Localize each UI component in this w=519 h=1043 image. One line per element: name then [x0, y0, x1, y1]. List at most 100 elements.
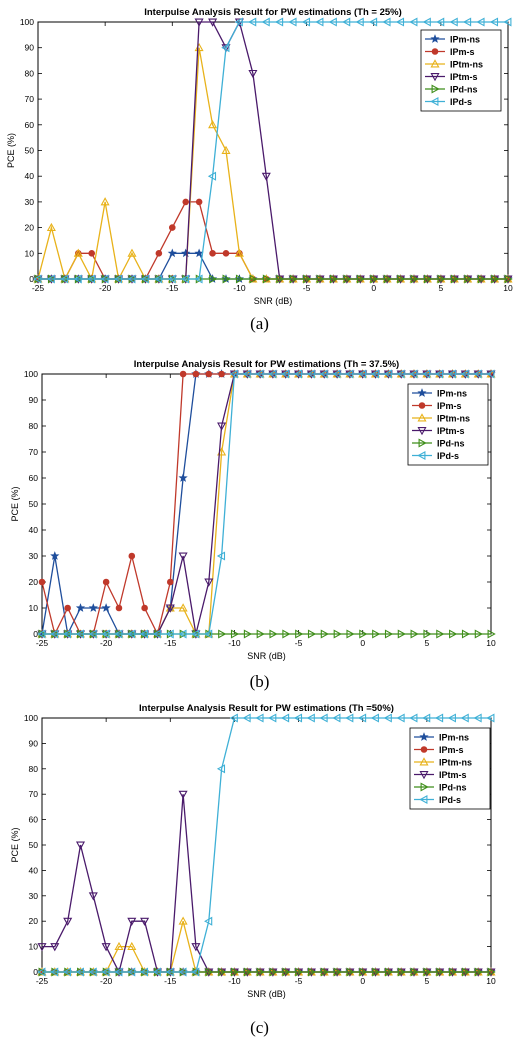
y-tick-label: 70 — [29, 789, 39, 799]
data-point — [230, 967, 240, 977]
data-point — [178, 967, 187, 977]
x-tick-label: 10 — [486, 976, 496, 986]
x-tick-label: 5 — [438, 283, 443, 293]
data-point — [384, 967, 394, 977]
x-tick-label: -25 — [36, 638, 49, 648]
x-tick-label: -15 — [164, 638, 177, 648]
data-point — [248, 69, 258, 79]
y-axis-label: PCE (%) — [10, 827, 20, 862]
data-point — [449, 17, 458, 27]
data-point — [101, 943, 111, 952]
data-point — [230, 629, 240, 639]
y-tick-label: 40 — [25, 171, 35, 181]
y-tick-label: 90 — [29, 395, 39, 405]
data-point — [303, 274, 312, 284]
x-tick-label: -5 — [295, 976, 303, 986]
data-point — [73, 274, 82, 284]
data-point — [460, 369, 469, 379]
y-tick-label: 90 — [25, 43, 35, 53]
data-point — [256, 629, 265, 639]
data-point — [155, 250, 163, 257]
data-point — [191, 629, 200, 639]
data-point — [450, 274, 460, 284]
data-point — [410, 967, 419, 977]
y-tick-label: 80 — [29, 421, 39, 431]
data-point — [409, 713, 418, 723]
data-point — [293, 713, 303, 723]
legend-marker — [419, 757, 429, 766]
y-tick-label: 30 — [29, 891, 39, 901]
data-point — [234, 248, 244, 257]
data-point — [422, 713, 431, 723]
data-point — [229, 369, 238, 379]
data-point — [372, 967, 381, 977]
data-point — [319, 713, 328, 723]
data-point — [100, 274, 109, 284]
data-point — [101, 629, 110, 639]
y-tick-label: 40 — [29, 865, 39, 875]
x-axis-label: SNR (dB) — [247, 651, 286, 661]
x-axis-label: SNR (dB) — [247, 989, 286, 999]
data-point — [434, 713, 444, 723]
data-point — [422, 17, 431, 27]
data-point — [461, 967, 471, 977]
series-line-IPd-s — [42, 373, 491, 635]
data-point — [422, 369, 431, 379]
y-tick-label: 10 — [25, 248, 35, 258]
data-point — [152, 967, 161, 977]
legend-marker — [419, 771, 429, 780]
data-point — [345, 369, 354, 379]
legend-marker — [418, 402, 426, 409]
x-tick-label: -5 — [303, 283, 311, 293]
x-tick-label: -25 — [32, 283, 45, 293]
data-point — [261, 17, 270, 27]
data-point — [242, 369, 251, 379]
data-point — [205, 967, 214, 977]
data-point — [217, 422, 227, 431]
data-point — [222, 274, 231, 284]
legend-marker — [431, 84, 440, 94]
x-tick-label: -15 — [166, 283, 179, 293]
legend-marker — [430, 59, 440, 68]
data-point — [436, 629, 445, 639]
data-point — [280, 713, 290, 723]
data-point — [218, 370, 225, 378]
y-tick-label: 20 — [29, 577, 39, 587]
x-tick-label: -10 — [233, 283, 246, 293]
data-point — [88, 603, 98, 612]
data-point — [301, 17, 311, 27]
data-point — [423, 967, 432, 977]
y-tick-label: 30 — [25, 197, 35, 207]
data-point — [50, 551, 60, 560]
data-point — [194, 274, 203, 284]
data-point — [178, 629, 187, 639]
data-point — [397, 274, 406, 284]
data-point — [243, 967, 253, 977]
data-point — [86, 274, 96, 284]
data-point — [37, 967, 46, 977]
data-point — [255, 713, 264, 723]
data-point — [114, 629, 123, 639]
data-point — [333, 967, 342, 977]
legend-entry: IPtm-ns — [450, 60, 483, 70]
data-point — [295, 967, 304, 977]
legend-marker — [430, 34, 440, 43]
data-point — [101, 967, 110, 977]
data-point — [345, 713, 354, 723]
data-point — [88, 892, 98, 901]
data-point — [207, 171, 217, 181]
data-point — [178, 473, 188, 482]
x-tick-label: -5 — [295, 638, 303, 648]
data-point — [75, 967, 84, 977]
data-point — [256, 967, 265, 977]
data-point — [37, 629, 46, 639]
data-point — [249, 274, 258, 284]
data-point — [181, 248, 191, 258]
data-point — [168, 224, 176, 231]
data-point — [166, 578, 174, 586]
legend-marker — [419, 794, 428, 805]
data-point — [165, 604, 175, 613]
x-tick-label: 10 — [486, 638, 496, 648]
data-point — [179, 370, 187, 378]
data-point — [357, 713, 367, 723]
